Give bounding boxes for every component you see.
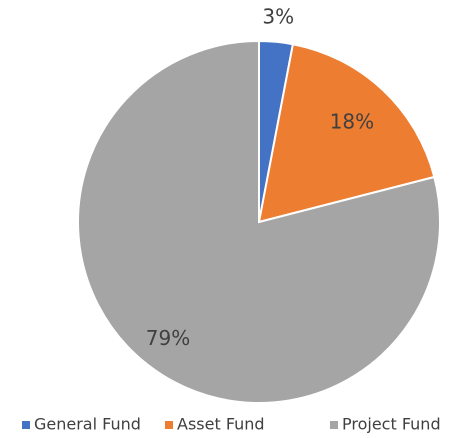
legend-swatch [22,421,30,429]
data-label: 79% [146,326,190,350]
legend-swatch [330,421,338,429]
legend-label: General Fund [34,415,141,434]
data-label: 3% [262,4,294,28]
pie-slice [257,43,436,224]
legend-label: Asset Fund [177,415,265,434]
legend-label: Project Fund [342,415,441,434]
pie-slice [77,39,441,404]
legend-swatch [165,421,173,429]
data-label: 18% [330,110,374,134]
